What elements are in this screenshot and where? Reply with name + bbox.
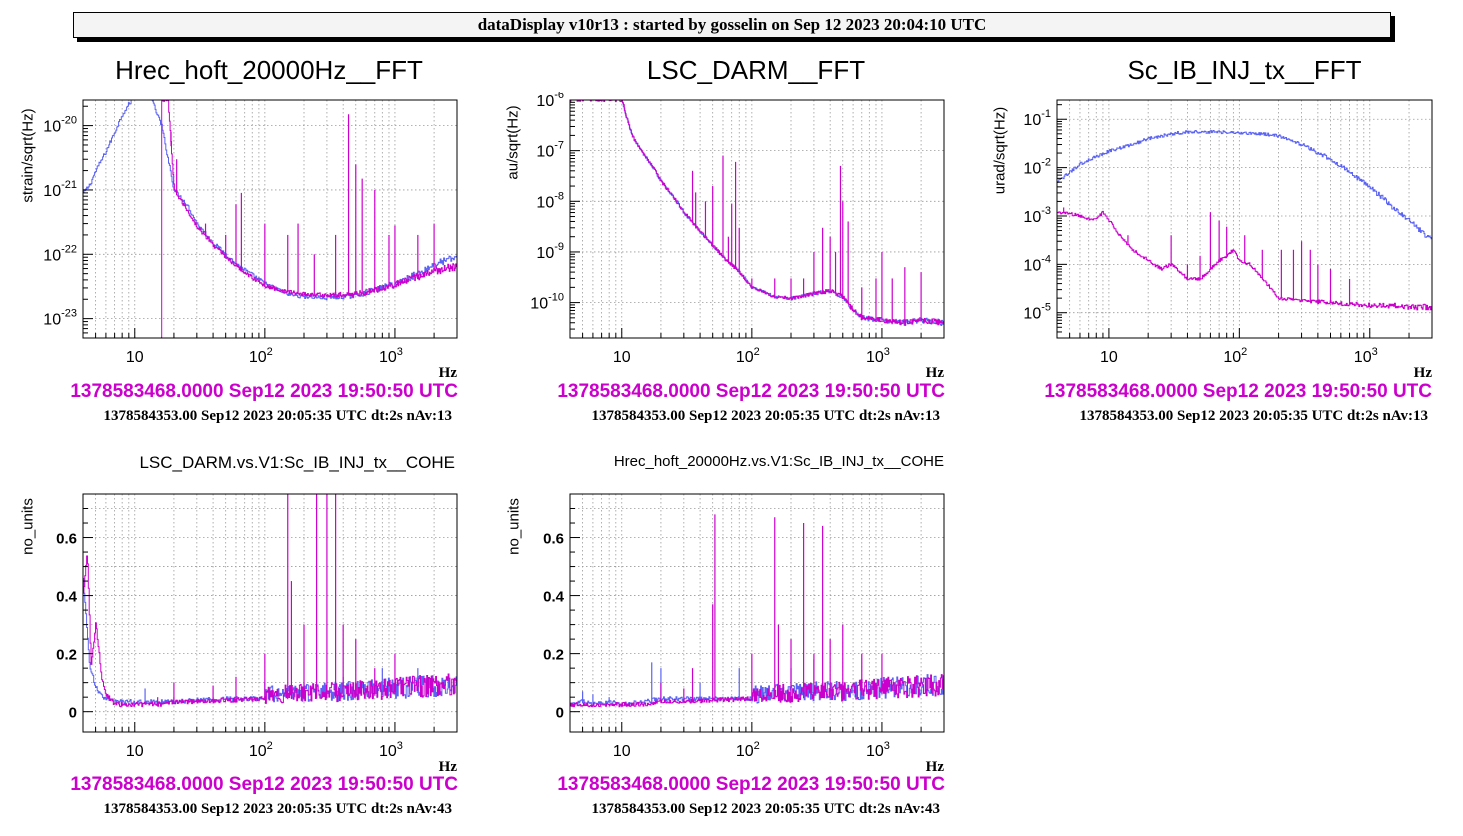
plot-frame [569,493,945,733]
y-tick-label: 10-10 [530,292,564,313]
y-tick-label: 10-4 [1023,253,1051,274]
y-tick-label: 10-22 [43,243,77,264]
time-ref: 1378583468.0000 Sep12 2023 19:50:50 UTC [70,774,458,795]
chart-hrec-cohe: 10 102 103 0 0.2 0.4 0.6 Hz [543,493,945,775]
x-tick-label: 102 [249,346,273,366]
x-axis-label: Hz [926,759,945,775]
y-tick-label: 10-2 [1023,157,1051,178]
y-tick-label: 10-20 [43,115,77,136]
grid [82,100,458,338]
x-tick-label: 10 [1100,349,1118,366]
y-tick-label: 0.4 [543,589,565,606]
plot-frame [82,493,458,733]
time-info: 1378584353.00 Sep12 2023 20:05:35 UTC dt… [591,801,940,817]
series-line [570,100,944,326]
header-text: dataDisplay v10r13 : started by gosselin… [477,15,987,34]
y-tick-label: 0.6 [56,531,77,548]
time-info: 1378584353.00 Sep12 2023 20:05:35 UTC dt… [103,408,452,424]
plot-title-hrec-cohe: Hrec_hoft_20000Hz.vs.V1:Sc_IB_INJ_tx__CO… [613,453,944,470]
grid [1056,100,1433,338]
y-tick-label: 10-1 [1023,108,1051,129]
y-tick-label: 10-6 [536,92,564,110]
x-axis-label: Hz [926,365,945,381]
y-tick-label: 0.6 [543,531,564,548]
y-tick-label: 0 [556,705,564,722]
chart-lsc-darm-fft: 10 102 103 10-6 10-7 10-8 10-9 10-10 Hz [530,92,945,381]
x-axis-label: Hz [439,365,458,381]
plot-frame [1056,99,1433,339]
y-tick-label: 10-3 [1023,205,1051,226]
y-tick-label: 10-9 [536,241,564,262]
x-axis-label: Hz [1414,365,1433,381]
x-tick-label: 10 [126,349,144,366]
header-banner: dataDisplay v10r13 : started by gosselin… [73,12,1391,38]
y-tick-label: 10-7 [536,140,564,161]
plot-title-lsc-darm-fft: LSC_DARM__FFT [646,55,866,85]
time-ref: 1378583468.0000 Sep12 2023 19:50:50 UTC [1044,381,1432,402]
x-tick-label: 10 [613,743,631,760]
plot-title-hrec-fft: Hrec_hoft_20000Hz__FFT [115,55,423,85]
y-tick-label: 0.2 [56,647,77,664]
chart-darm-cohe: 10 102 103 0 0.2 0.4 0.6 Hz [56,493,458,775]
x-tick-label: 103 [379,346,403,366]
y-tick-label: 10-21 [43,179,77,200]
plot-frame [82,99,458,339]
y-tick-label: 10-23 [43,308,77,329]
x-tick-label: 103 [866,346,890,366]
x-tick-label: 102 [1223,346,1247,366]
x-tick-label: 10 [126,743,144,760]
grid [569,99,945,338]
x-tick-label: 103 [866,740,890,760]
series-line [83,100,457,301]
chart-sc-ib-fft: 10 102 103 10-1 10-2 10-3 10-4 10-5 Hz [1023,99,1433,381]
time-ref: 1378583468.0000 Sep12 2023 19:50:50 UTC [70,381,458,402]
x-tick-label: 102 [736,740,760,760]
x-tick-label: 103 [1354,346,1378,366]
time-info: 1378584353.00 Sep12 2023 20:05:35 UTC dt… [1079,408,1428,424]
x-axis-label: Hz [439,759,458,775]
chart-hrec-fft: 10 102 103 10-20 10-21 10-22 10-23 Hz [43,99,458,381]
time-info: 1378584353.00 Sep12 2023 20:05:35 UTC dt… [591,408,940,424]
time-ref: 1378583468.0000 Sep12 2023 19:50:50 UTC [557,774,945,795]
time-ref: 1378583468.0000 Sep12 2023 19:50:50 UTC [557,381,945,402]
series-line [621,101,944,326]
plot-frame [569,99,945,339]
time-info: 1378584353.00 Sep12 2023 20:05:35 UTC dt… [103,801,452,817]
y-tick-label: 10-8 [536,190,564,211]
x-tick-label: 10 [613,349,631,366]
plot-title-darm-cohe: LSC_DARM.vs.V1:Sc_IB_INJ_tx__COHE [139,453,455,472]
x-tick-label: 103 [379,740,403,760]
series-line [161,100,457,338]
plot-title-sc-ib-fft: Sc_IB_INJ_tx__FFT [1127,55,1362,85]
series-line [1057,130,1432,244]
y-tick-label: 0 [69,705,77,722]
x-tick-label: 102 [736,346,760,366]
y-tick-label: 0.2 [543,647,564,664]
y-tick-label: 10-5 [1023,302,1051,323]
series-line [1057,210,1432,311]
series-line [83,555,457,708]
y-tick-label: 0.4 [56,589,78,606]
x-tick-label: 102 [249,740,273,760]
